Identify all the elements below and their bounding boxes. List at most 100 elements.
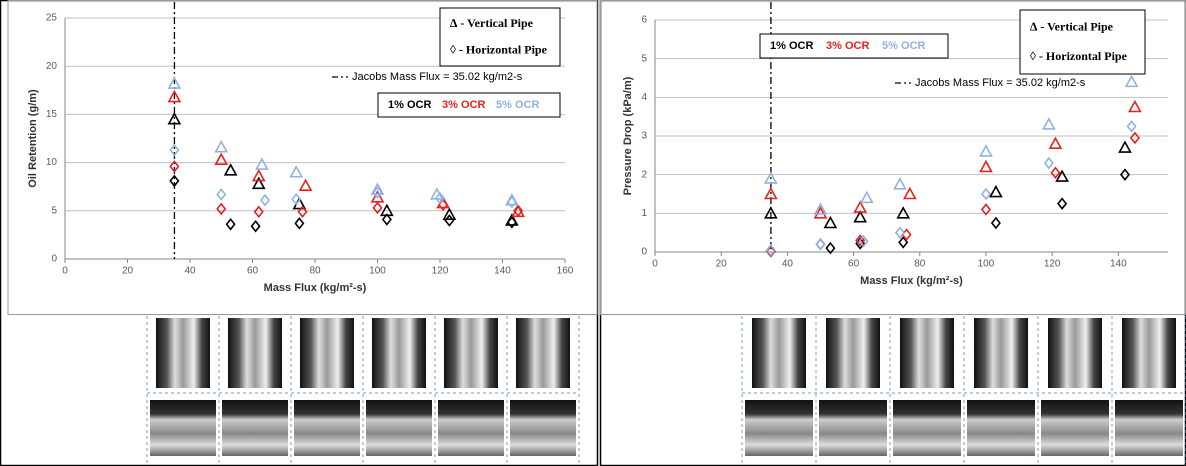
horizontal-pipe-marker bbox=[253, 205, 264, 219]
legend-entry: 3% OCR bbox=[826, 40, 869, 52]
horizontal-pipe-marker bbox=[259, 193, 271, 207]
vertical-pipe-marker bbox=[167, 112, 182, 125]
x-tick-label: 0 bbox=[62, 266, 68, 277]
vertical-flow-photo bbox=[826, 318, 880, 388]
ocr-legend-box bbox=[759, 33, 949, 59]
vertical-pipe-marker bbox=[1055, 169, 1069, 182]
vertical-pipe-marker bbox=[298, 178, 313, 192]
y-tick-label: 0 bbox=[51, 254, 57, 265]
x-tick-label: 140 bbox=[494, 266, 511, 277]
vertical-flow-photo bbox=[300, 318, 354, 388]
x-tick-label: 60 bbox=[247, 266, 259, 277]
vertical-pipe-marker bbox=[214, 152, 229, 166]
horizontal-pipe-marker bbox=[169, 174, 180, 188]
x-tick-label: 40 bbox=[782, 259, 794, 270]
y-axis-title: Oil Retention (g/m) bbox=[27, 89, 39, 188]
y-tick-label: 6 bbox=[641, 15, 647, 26]
x-tick-label: 100 bbox=[369, 266, 386, 277]
legend-entry: 1% OCR bbox=[388, 99, 431, 111]
pipe-legend-box bbox=[439, 7, 561, 67]
horizontal-flow-photo bbox=[366, 400, 432, 456]
horizontal-flow-photo bbox=[510, 400, 576, 456]
y-tick-label: 25 bbox=[46, 13, 58, 24]
y-tick-label: 1 bbox=[641, 208, 647, 219]
vertical-pipe-marker bbox=[813, 206, 828, 219]
horizontal-pipe-marker bbox=[381, 213, 392, 226]
y-tick-label: 10 bbox=[46, 157, 58, 168]
vertical-flow-photo bbox=[1122, 318, 1176, 388]
pipe-legend-entry: ◊ - Horizontal Pipe bbox=[1030, 49, 1128, 63]
legend-entry: 5% OCR bbox=[496, 99, 539, 111]
horizontal-pipe-marker bbox=[1043, 156, 1054, 170]
horizontal-pipe-marker bbox=[444, 214, 455, 227]
vertical-pipe-marker bbox=[370, 182, 385, 195]
x-tick-label: 80 bbox=[914, 259, 926, 270]
horizontal-pipe-marker bbox=[506, 195, 517, 209]
horizontal-pipe-marker bbox=[250, 219, 261, 233]
x-tick-label: 160 bbox=[557, 266, 574, 277]
y-tick-label: 5 bbox=[51, 205, 57, 216]
y-tick-label: 0 bbox=[641, 247, 647, 258]
vertical-pipe-marker bbox=[763, 171, 778, 184]
y-axis-title: Pressure Drop (kPa/m) bbox=[622, 76, 634, 195]
vertical-pipe-marker bbox=[763, 206, 778, 219]
pipe-legend-entry: ∆ - Vertical Pipe bbox=[1030, 20, 1114, 34]
vertical-pipe-marker bbox=[893, 177, 907, 190]
vertical-pipe-marker bbox=[763, 186, 778, 200]
vertical-pipe-marker bbox=[1041, 117, 1056, 130]
vertical-pipe-marker bbox=[902, 186, 917, 200]
reference-label: Jacobs Mass Flux = 35.02 kg/m2-s bbox=[352, 71, 523, 83]
y-tick-label: 3 bbox=[641, 131, 647, 142]
x-tick-label: 40 bbox=[184, 266, 196, 277]
pipe-legend-entry: ∆ - Vertical Pipe bbox=[450, 16, 534, 30]
horizontal-pipe-marker bbox=[372, 201, 383, 215]
vertical-flow-photo bbox=[900, 318, 954, 388]
horizontal-pipe-marker bbox=[765, 243, 776, 257]
horizontal-pipe-marker bbox=[825, 241, 836, 255]
vertical-pipe-marker bbox=[823, 215, 838, 229]
y-tick-label: 2 bbox=[641, 169, 647, 180]
horizontal-pipe-marker bbox=[990, 216, 1001, 230]
x-axis-title: Mass Flux (kg/m²-s) bbox=[860, 275, 963, 287]
y-tick-label: 15 bbox=[46, 109, 58, 120]
vertical-flow-photo bbox=[516, 318, 570, 388]
vertical-pipe-marker bbox=[1124, 74, 1139, 88]
vertical-pipe-marker bbox=[251, 168, 266, 182]
vertical-pipe-marker bbox=[1118, 140, 1132, 153]
vertical-pipe-marker bbox=[1048, 136, 1063, 150]
vertical-pipe-marker bbox=[813, 202, 828, 215]
vertical-pipe-marker bbox=[853, 200, 868, 213]
vertical-pipe-marker bbox=[979, 144, 993, 157]
horizontal-pipe-marker bbox=[898, 236, 909, 249]
photo-grid bbox=[146, 316, 1186, 466]
horizontal-pipe-marker bbox=[434, 191, 446, 205]
horizontal-pipe-marker bbox=[506, 216, 517, 229]
y-tick-label: 20 bbox=[46, 61, 58, 72]
horizontal-pipe-marker bbox=[216, 188, 227, 201]
vertical-pipe-marker bbox=[167, 89, 182, 103]
horizontal-pipe-marker bbox=[291, 192, 302, 206]
horizontal-pipe-marker bbox=[225, 218, 236, 231]
x-tick-label: 80 bbox=[309, 266, 321, 277]
horizontal-pipe-marker bbox=[1050, 166, 1061, 180]
x-tick-label: 0 bbox=[652, 259, 658, 270]
horizontal-flow-photo bbox=[893, 400, 961, 456]
horizontal-flow-photo bbox=[1041, 400, 1109, 456]
horizontal-pipe-marker bbox=[294, 217, 305, 230]
horizontal-flow-photo bbox=[222, 400, 288, 456]
horizontal-flow-photo bbox=[745, 400, 813, 456]
x-tick-label: 60 bbox=[848, 259, 860, 270]
horizontal-flow-photo bbox=[438, 400, 504, 456]
horizontal-pipe-marker bbox=[1129, 131, 1140, 145]
vertical-flow-photo bbox=[974, 318, 1028, 388]
vertical-pipe-marker bbox=[896, 206, 911, 219]
horizontal-pipe-marker bbox=[815, 237, 826, 251]
horizontal-pipe-marker bbox=[855, 234, 866, 247]
horizontal-flow-photo bbox=[294, 400, 360, 456]
horizontal-pipe-marker bbox=[513, 204, 524, 218]
horizontal-pipe-marker bbox=[1057, 197, 1068, 210]
x-tick-label: 120 bbox=[432, 266, 449, 277]
horizontal-pipe-marker bbox=[1126, 120, 1137, 133]
horizontal-flow-photo bbox=[1115, 400, 1183, 456]
ocr-legend-box bbox=[377, 92, 561, 118]
